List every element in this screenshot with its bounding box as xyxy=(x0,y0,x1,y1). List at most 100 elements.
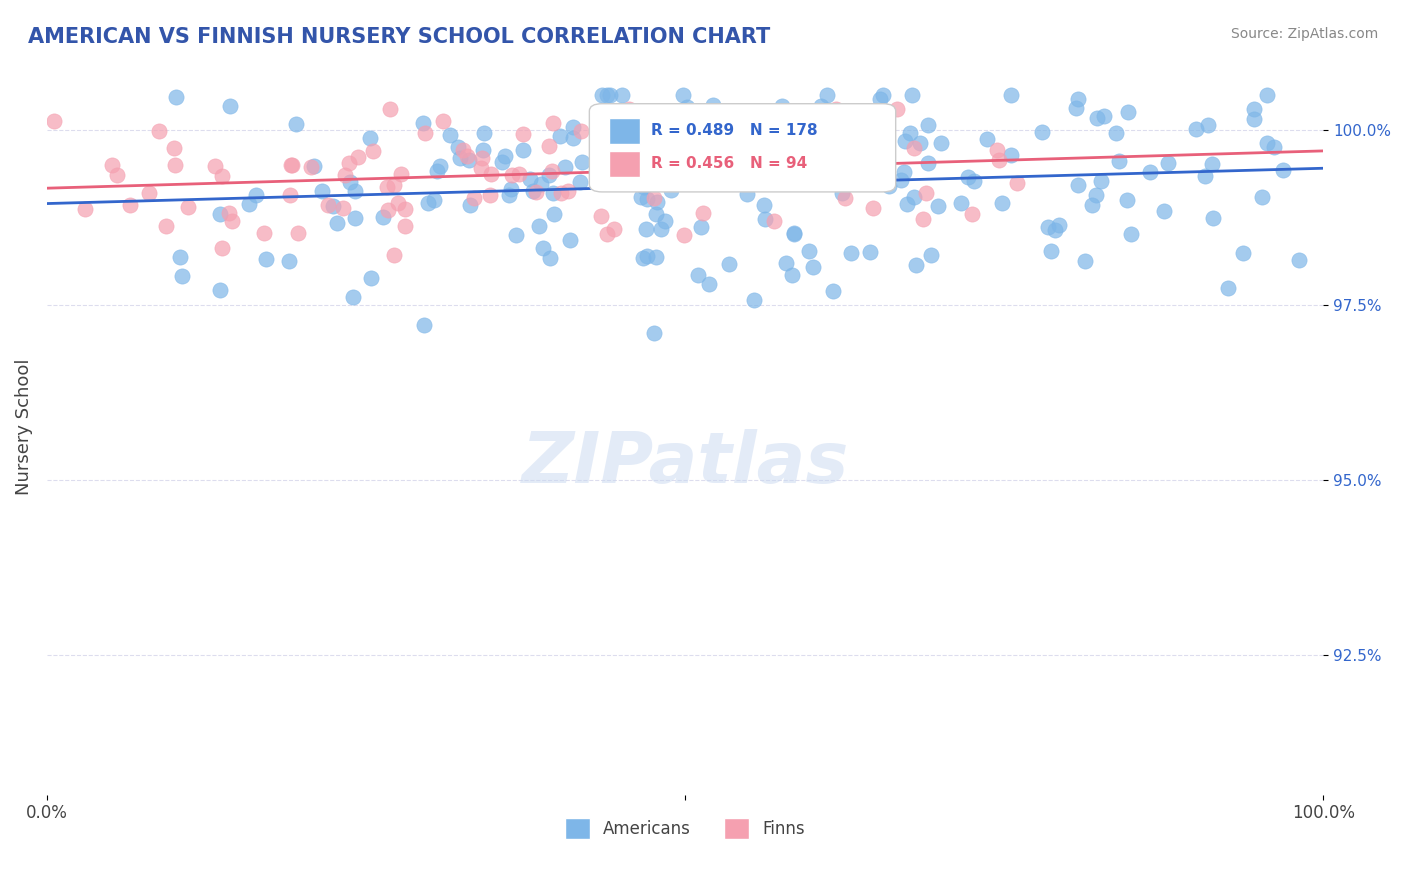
Point xyxy=(654,169,676,183)
Point xyxy=(636,249,658,263)
Point xyxy=(316,198,339,212)
Point xyxy=(766,165,789,179)
Point xyxy=(474,126,496,140)
Point xyxy=(512,143,534,157)
Point xyxy=(1272,162,1295,177)
Point xyxy=(831,186,853,201)
Point xyxy=(1043,223,1066,237)
Point xyxy=(1288,252,1310,267)
Point xyxy=(508,167,530,181)
Point xyxy=(986,143,1008,157)
Point xyxy=(1256,87,1278,102)
Point xyxy=(678,161,700,175)
Point xyxy=(458,197,481,211)
Point xyxy=(1085,187,1108,202)
Point xyxy=(541,164,564,178)
Point xyxy=(742,293,765,308)
Point xyxy=(780,268,803,282)
Point xyxy=(389,167,412,181)
Point xyxy=(238,196,260,211)
Point xyxy=(1201,156,1223,170)
Point xyxy=(630,190,652,204)
Point xyxy=(1067,92,1090,106)
Point xyxy=(1047,218,1070,232)
Point xyxy=(689,220,711,235)
Point xyxy=(1243,112,1265,127)
Point xyxy=(1256,136,1278,151)
Point xyxy=(522,185,544,199)
Point xyxy=(211,169,233,183)
Point xyxy=(886,103,908,117)
Point xyxy=(692,206,714,220)
Point xyxy=(830,170,852,185)
Point xyxy=(619,102,641,116)
Point xyxy=(42,113,65,128)
Point xyxy=(101,157,124,171)
Point xyxy=(890,173,912,187)
Point xyxy=(346,150,368,164)
Point xyxy=(470,161,492,175)
Point xyxy=(787,107,810,121)
Point xyxy=(479,167,502,181)
Point xyxy=(165,89,187,103)
Point xyxy=(519,172,541,186)
Point xyxy=(554,160,576,174)
Point xyxy=(412,116,434,130)
Point xyxy=(704,144,727,158)
Point xyxy=(218,99,240,113)
Point xyxy=(957,169,980,184)
Point xyxy=(560,234,582,248)
Point xyxy=(963,174,986,188)
Point xyxy=(1153,204,1175,219)
Point xyxy=(380,102,402,116)
Point xyxy=(538,168,561,182)
Point xyxy=(571,155,593,169)
Point xyxy=(643,191,665,205)
Point xyxy=(1232,246,1254,260)
Point xyxy=(1216,281,1239,295)
Point xyxy=(702,98,724,112)
Point xyxy=(363,144,385,158)
Point xyxy=(927,199,949,213)
Point xyxy=(253,227,276,241)
Point xyxy=(447,139,470,153)
Point xyxy=(950,196,973,211)
Point xyxy=(1185,121,1208,136)
Point xyxy=(1074,253,1097,268)
Point xyxy=(724,128,747,142)
Point xyxy=(218,206,240,220)
Point xyxy=(332,201,354,215)
Point xyxy=(673,228,696,243)
Point xyxy=(733,166,755,180)
Point xyxy=(686,170,709,185)
Point xyxy=(105,169,128,183)
Point xyxy=(859,244,882,259)
Point xyxy=(1194,169,1216,183)
Point xyxy=(337,156,360,170)
Point xyxy=(531,240,554,254)
Point xyxy=(631,251,654,265)
Point xyxy=(1119,227,1142,242)
Point xyxy=(602,222,624,236)
Point xyxy=(73,202,96,216)
Point xyxy=(562,120,585,135)
Point xyxy=(491,155,513,169)
Point xyxy=(1202,211,1225,225)
Point xyxy=(644,207,666,221)
Point xyxy=(848,119,870,133)
Point xyxy=(458,153,481,168)
Point xyxy=(988,153,1011,168)
Point xyxy=(343,211,366,225)
Point xyxy=(879,179,901,194)
Point xyxy=(756,132,779,146)
Point xyxy=(689,136,711,151)
Point xyxy=(284,117,307,131)
Point xyxy=(589,209,612,223)
Point xyxy=(643,326,665,340)
Point xyxy=(761,153,783,167)
Point xyxy=(898,127,921,141)
Point xyxy=(501,169,523,183)
Point xyxy=(221,214,243,228)
Point xyxy=(172,269,194,284)
Point xyxy=(914,186,936,200)
